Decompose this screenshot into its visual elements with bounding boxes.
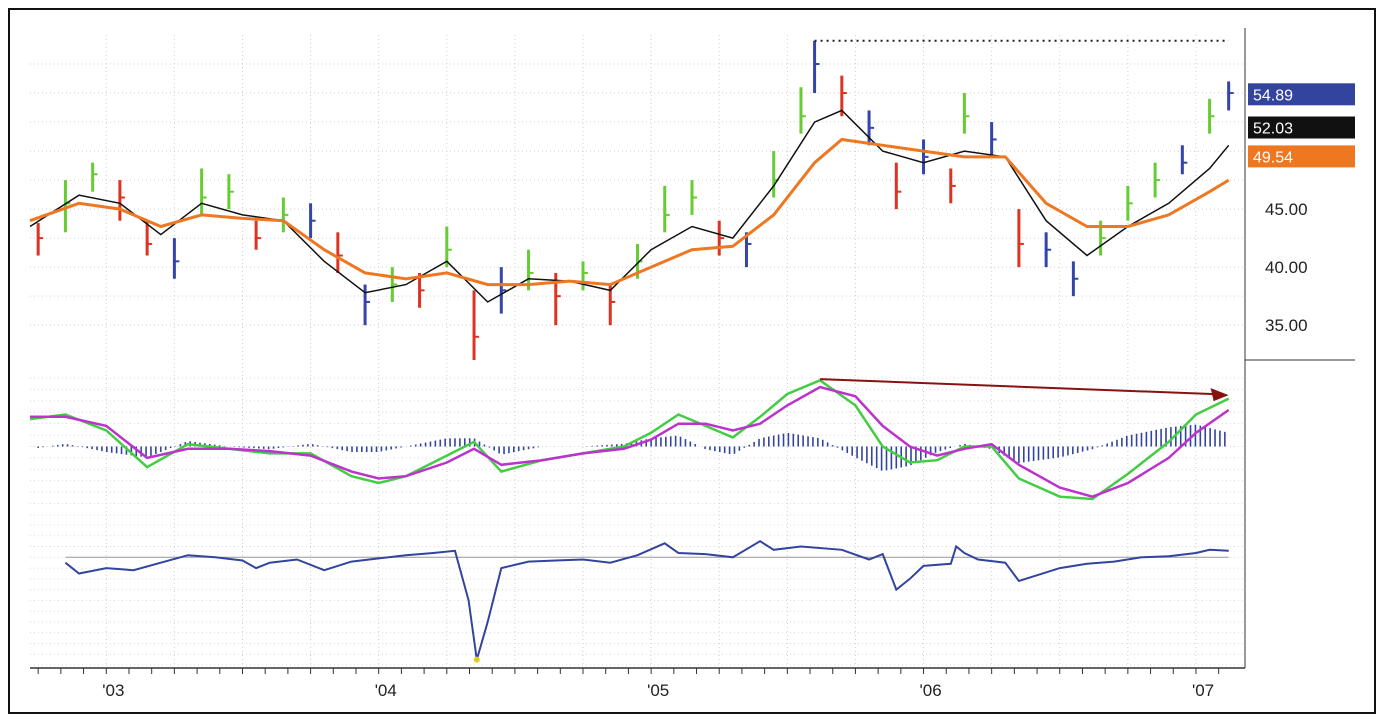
axis-labels: 35.00 40.00 45.00 '03 '04 '05 '06 '07 54.89 52.03… [102, 83, 1355, 700]
y-tick-label: 35.00 [1265, 316, 1308, 335]
x-tick-label: '05 [647, 681, 669, 700]
price-panel [29, 39, 1234, 360]
chart-frame: 35.00 40.00 45.00 '03 '04 '05 '06 '07 54.89 52.03… [8, 8, 1376, 714]
macd-line [29, 378, 1230, 501]
indicator-low-marker [473, 656, 480, 663]
indicator-panel [64, 540, 1229, 663]
y-tick-label: 45.00 [1265, 200, 1308, 219]
macd-panel [29, 378, 1230, 501]
moving-average-line [29, 137, 1230, 287]
grid [30, 35, 1245, 666]
x-tick-label: '06 [920, 681, 942, 700]
x-tick-label: '07 [1192, 681, 1214, 700]
price-tag [1248, 116, 1355, 139]
divergence-arrow [819, 378, 1215, 396]
macd-line [30, 385, 1230, 499]
axes [30, 28, 1355, 674]
price-tag-label: 54.89 [1253, 87, 1293, 104]
divergence-arrowhead [1210, 388, 1229, 402]
price-tag [1248, 83, 1355, 106]
moving-average-line [29, 109, 1230, 303]
x-tick-label: '04 [375, 681, 397, 700]
x-tick-label: '03 [102, 681, 124, 700]
y-tick-label: 40.00 [1265, 258, 1308, 277]
price-tag [1248, 145, 1355, 168]
price-tag-label: 49.54 [1253, 149, 1293, 166]
indicator-line [64, 540, 1229, 660]
price-tag-label: 52.03 [1253, 121, 1293, 138]
chart-canvas: 35.00 40.00 45.00 '03 '04 '05 '06 '07 54.89 52.03… [29, 28, 1355, 700]
